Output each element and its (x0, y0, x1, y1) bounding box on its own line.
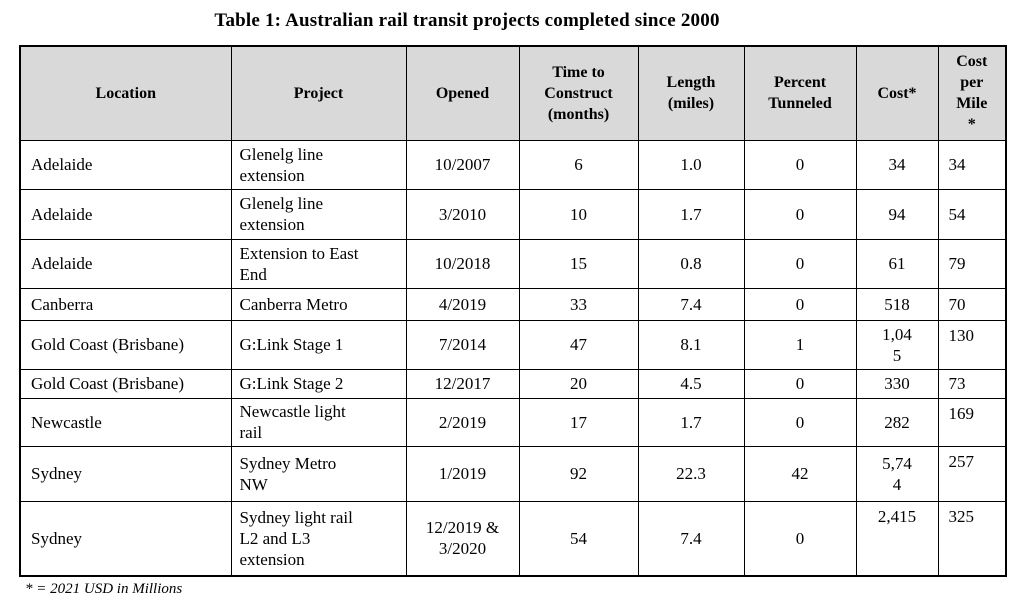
cell-opened: 3/2010 (405, 188, 520, 240)
column-header-cost-per-mile: Cost per Mile * (937, 45, 1007, 141)
footnote: * = 2021 USD in Millions (25, 581, 183, 597)
table-row: Gold Coast (Brisbane) G:Link Stage 1 7/2… (19, 319, 1007, 370)
column-header-length: Length (miles) (637, 45, 745, 141)
cell-length: 7.4 (637, 500, 745, 577)
cell-project: Sydney Metro NW (230, 445, 407, 502)
cell-location: Sydney (19, 445, 232, 502)
cell-length: 22.3 (637, 445, 745, 502)
cell-location: Adelaide (19, 139, 232, 190)
cell-percent-tunneled: 1 (743, 319, 857, 370)
cell-project: G:Link Stage 1 (230, 319, 407, 370)
cell-time-to-construct: 54 (518, 500, 639, 577)
cell-time-to-construct: 15 (518, 238, 639, 289)
cell-opened: 12/2019 & 3/2020 (405, 500, 520, 577)
table-row: Adelaide Glenelg line extension 10/2007 … (19, 139, 1007, 190)
cell-percent-tunneled: 0 (743, 238, 857, 289)
cell-opened: 2/2019 (405, 397, 520, 447)
cell-opened: 10/2007 (405, 139, 520, 190)
cell-cost-per-mile: 169 (937, 397, 1007, 447)
cell-cost: 518 (855, 287, 939, 321)
column-header-location: Location (19, 45, 232, 141)
cell-time-to-construct: 33 (518, 287, 639, 321)
column-header-cost: Cost* (855, 45, 939, 141)
cell-length: 8.1 (637, 319, 745, 370)
cell-cost-per-mile: 79 (937, 238, 1007, 289)
cell-cost: 94 (855, 188, 939, 240)
cell-location: Sydney (19, 500, 232, 577)
cell-length: 1.7 (637, 188, 745, 240)
cell-length: 7.4 (637, 287, 745, 321)
cell-opened: 1/2019 (405, 445, 520, 502)
header-row: Location Project Opened Time to Construc… (19, 45, 1007, 141)
cell-cost-per-mile: 325 (937, 500, 1007, 577)
cell-opened: 7/2014 (405, 319, 520, 370)
cell-cost-per-mile: 70 (937, 287, 1007, 321)
cell-percent-tunneled: 0 (743, 500, 857, 577)
cell-time-to-construct: 6 (518, 139, 639, 190)
table-row: Sydney Sydney light rail L2 and L3 exten… (19, 500, 1007, 577)
cell-cost: 330 (855, 368, 939, 399)
cell-project: Glenelg line extension (230, 188, 407, 240)
cell-percent-tunneled: 42 (743, 445, 857, 502)
cell-location: Gold Coast (Brisbane) (19, 368, 232, 399)
cell-location: Gold Coast (Brisbane) (19, 319, 232, 370)
cell-location: Adelaide (19, 238, 232, 289)
table-row: Canberra Canberra Metro 4/2019 33 7.4 0 … (19, 287, 1007, 321)
cell-length: 4.5 (637, 368, 745, 399)
cell-time-to-construct: 20 (518, 368, 639, 399)
cell-cost: 5,74 4 (855, 445, 939, 502)
cell-length: 0.8 (637, 238, 745, 289)
table-row: Sydney Sydney Metro NW 1/2019 92 22.3 42… (19, 445, 1007, 502)
rail-projects-table: Location Project Opened Time to Construc… (19, 45, 1007, 577)
cell-project: Canberra Metro (230, 287, 407, 321)
cell-cost-per-mile: 73 (937, 368, 1007, 399)
cell-time-to-construct: 92 (518, 445, 639, 502)
cell-percent-tunneled: 0 (743, 188, 857, 240)
cell-percent-tunneled: 0 (743, 287, 857, 321)
column-header-project: Project (230, 45, 407, 141)
cell-cost-per-mile: 257 (937, 445, 1007, 502)
cell-project: Glenelg line extension (230, 139, 407, 190)
cell-project: Extension to East End (230, 238, 407, 289)
cell-cost: 1,04 5 (855, 319, 939, 370)
cell-cost: 282 (855, 397, 939, 447)
cell-cost-per-mile: 34 (937, 139, 1007, 190)
cell-project: Newcastle light rail (230, 397, 407, 447)
table-row: Gold Coast (Brisbane) G:Link Stage 2 12/… (19, 368, 1007, 399)
table-row: Adelaide Extension to East End 10/2018 1… (19, 238, 1007, 289)
column-header-percent-tunneled: Percent Tunneled (743, 45, 857, 141)
cell-opened: 10/2018 (405, 238, 520, 289)
cell-time-to-construct: 10 (518, 188, 639, 240)
cell-location: Canberra (19, 287, 232, 321)
cell-opened: 4/2019 (405, 287, 520, 321)
table-row: Adelaide Glenelg line extension 3/2010 1… (19, 188, 1007, 240)
cell-percent-tunneled: 0 (743, 139, 857, 190)
cell-cost-per-mile: 130 (937, 319, 1007, 370)
cell-cost-per-mile: 54 (937, 188, 1007, 240)
cell-project: Sydney light rail L2 and L3 extension (230, 500, 407, 577)
cell-project: G:Link Stage 2 (230, 368, 407, 399)
cell-location: Adelaide (19, 188, 232, 240)
cell-percent-tunneled: 0 (743, 368, 857, 399)
column-header-time-to-construct: Time to Construct (months) (518, 45, 639, 141)
cell-length: 1.0 (637, 139, 745, 190)
cell-location: Newcastle (19, 397, 232, 447)
cell-cost: 34 (855, 139, 939, 190)
cell-opened: 12/2017 (405, 368, 520, 399)
table-row: Newcastle Newcastle light rail 2/2019 17… (19, 397, 1007, 447)
table-title: Table 1: Australian rail transit project… (214, 10, 720, 31)
cell-time-to-construct: 17 (518, 397, 639, 447)
cell-time-to-construct: 47 (518, 319, 639, 370)
cell-length: 1.7 (637, 397, 745, 447)
cell-percent-tunneled: 0 (743, 397, 857, 447)
column-header-opened: Opened (405, 45, 520, 141)
cell-cost: 61 (855, 238, 939, 289)
cell-cost: 2,415 (855, 500, 939, 577)
